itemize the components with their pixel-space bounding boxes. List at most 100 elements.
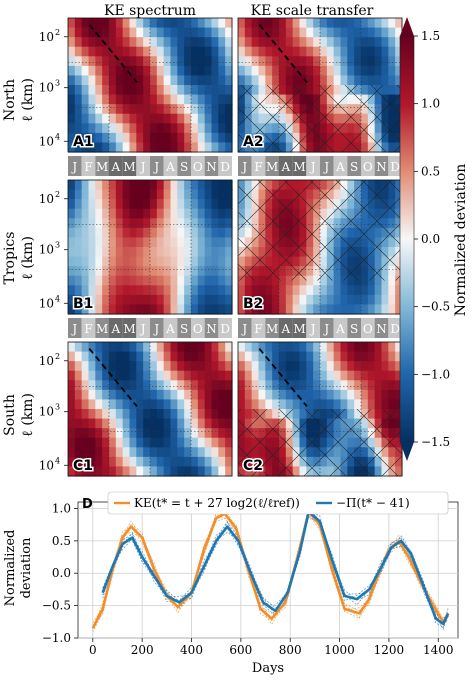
heatmap-cell: [306, 65, 314, 77]
heatmap-cell: [88, 104, 96, 115]
heatmap-cell: [265, 37, 273, 48]
heatmap-cell: [143, 418, 151, 429]
heatmap-cell: [211, 370, 219, 381]
heatmap-cell: [115, 237, 124, 248]
heatmap-cell: [306, 370, 314, 381]
heatmap-cell: [197, 304, 206, 315]
heatmap-cell: [81, 37, 90, 48]
heatmap-cell: [170, 104, 178, 115]
heatmap-cell: [115, 56, 124, 67]
heatmap-cell: [102, 94, 110, 105]
month-cell: [279, 318, 293, 338]
heatmap-cell: [184, 266, 192, 277]
heatmap-cell: [184, 418, 192, 429]
month-label: F: [254, 322, 262, 336]
heatmap-cell: [170, 46, 178, 57]
heatmap-cell: [225, 56, 233, 67]
heatmap-cell: [313, 304, 321, 315]
heatmap-cell: [204, 285, 213, 296]
heatmap-cell: [197, 380, 206, 391]
heatmap-cell: [204, 256, 213, 267]
heatmap-cell: [68, 94, 76, 105]
heatmap-cell: [163, 85, 172, 96]
heatmap-cell: [143, 456, 151, 468]
heatmap-cell: [163, 18, 172, 29]
heatmap-cell: [122, 409, 131, 420]
heatmap-cell: [184, 189, 192, 200]
heatmap-cell: [163, 456, 172, 468]
month-cell: [191, 156, 205, 176]
heatmap-cell: [74, 46, 83, 57]
heatmap-cell: [225, 18, 233, 29]
heatmap-cell: [156, 399, 165, 410]
heatmap-cell: [122, 132, 131, 144]
heatmap-cell: [150, 132, 158, 144]
heatmap-cell: [170, 428, 178, 439]
y-tick-label: 10: [39, 81, 54, 95]
heatmap-cell: [143, 237, 151, 248]
heatmap-cell: [218, 380, 226, 391]
heatmap-cell: [197, 75, 206, 86]
heatmap-cell: [244, 389, 253, 401]
heatmap-cell: [204, 65, 213, 77]
heatmap-cell: [170, 18, 178, 29]
heatmap-cell: [68, 227, 76, 239]
heatmap-cell: [326, 361, 335, 372]
heatmap-cell: [184, 294, 192, 306]
heatmap-cell: [204, 37, 213, 48]
month-cell: [251, 318, 266, 338]
heatmap-cell: [367, 361, 376, 372]
heatmap-cell: [292, 56, 301, 67]
heatmap-cell: [285, 361, 294, 372]
heatmap-cell: [211, 447, 219, 458]
y-tick-label: 10: [39, 296, 54, 310]
heatmap-cell: [115, 294, 124, 306]
heatmap-cell: [211, 227, 219, 239]
heatmap-cell: [109, 113, 117, 124]
heatmap-cell: [115, 351, 124, 362]
heatmap-cell: [129, 237, 137, 248]
month-label: S: [350, 160, 358, 174]
heatmap-cell: [109, 18, 117, 29]
heatmap-cell: [218, 456, 226, 468]
heatmap-cell: [163, 266, 172, 277]
heatmap-cell: [218, 94, 226, 105]
heatmap-cell: [395, 370, 403, 381]
line-chart-ylabel-line1: Normalized: [3, 530, 18, 607]
heatmap-cell: [320, 370, 328, 381]
heatmap-cell: [109, 447, 117, 458]
heatmap-cell: [218, 46, 226, 57]
heatmap-cell: [191, 113, 199, 124]
heatmap-panel-a2: A2: [237, 17, 403, 153]
heatmap-cell: [395, 37, 403, 48]
heatmap-cell: [74, 466, 83, 477]
heatmap-cell: [204, 227, 213, 239]
heatmap-cell: [279, 27, 287, 38]
heatmap-cell: [177, 294, 185, 306]
heatmap-cell: [156, 370, 165, 381]
heatmap-cell: [197, 18, 206, 29]
heatmap-cell: [102, 389, 110, 401]
heatmap-cell: [333, 351, 342, 362]
heatmap-cell: [211, 18, 219, 29]
heatmap-cell: [143, 65, 151, 77]
month-cell: [333, 156, 348, 176]
heatmap-cell: [95, 46, 103, 57]
heatmap-cell: [191, 18, 199, 29]
month-cell: [265, 318, 279, 338]
heatmap-cell: [68, 370, 76, 381]
heatmap-cell: [361, 285, 369, 296]
heatmap-cell: [265, 389, 273, 401]
heatmap-cell: [95, 208, 103, 219]
month-label: J: [70, 322, 77, 336]
heatmap-cell: [184, 218, 192, 229]
heatmap-cell: [68, 37, 76, 48]
heatmap-cell: [129, 370, 137, 381]
heatmap-cell: [136, 466, 144, 477]
heatmap-cell: [109, 104, 117, 115]
month-label: A: [280, 160, 290, 174]
heatmap-cell: [150, 46, 158, 57]
heatmap-cell: [156, 342, 165, 353]
heatmap-cell: [68, 75, 76, 86]
